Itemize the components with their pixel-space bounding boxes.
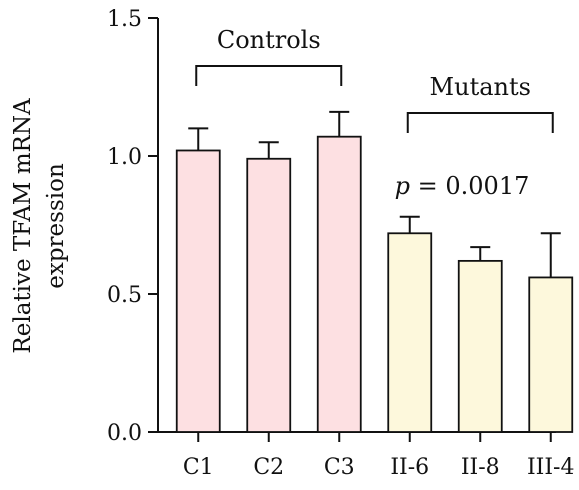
- y-tick-label-0: 0.0: [107, 421, 142, 446]
- x-tick-label-III-4: III-4: [527, 455, 575, 480]
- bar-C3: [316, 135, 362, 433]
- y-axis-label-line-2: expression: [43, 163, 69, 289]
- y-tick-label-2: 1.0: [107, 145, 142, 170]
- bracket-controls: [195, 65, 343, 86]
- p-value-text: = 0.0017: [410, 172, 529, 200]
- bar-II-8: [457, 259, 503, 433]
- bars: [175, 110, 574, 433]
- x-tick-label-C2: C2: [253, 455, 284, 480]
- group-label-mutants: Mutants: [430, 73, 531, 101]
- p-value-annotation: p = 0.0017: [395, 172, 530, 200]
- bar-III-4: [528, 276, 574, 433]
- x-tick-label-C1: C1: [183, 455, 214, 480]
- group-label-controls: Controls: [217, 26, 321, 54]
- y-axis-label-line-1: Relative TFAM mRNA: [10, 98, 36, 354]
- p-value-symbol: p: [395, 172, 410, 200]
- x-tick-label-C3: C3: [324, 455, 355, 480]
- x-tick-label-II-8: II-8: [461, 455, 500, 480]
- y-axis-label: Relative TFAM mRNA expression: [10, 98, 69, 354]
- bar-II-6: [387, 232, 433, 433]
- bracket-mutants: [406, 112, 554, 133]
- bar-C1: [175, 149, 221, 433]
- y-tick-label-3: 1.5: [107, 7, 142, 32]
- y-tick-label-1: 0.5: [107, 283, 142, 308]
- axes: 0.0 0.5 1.0 1.5 C1 C2 C3 II-6 II-8 III-4: [107, 7, 575, 480]
- bar-C2: [246, 157, 292, 433]
- x-tick-label-II-6: II-6: [390, 455, 429, 480]
- group-brackets: Controls Mutants: [195, 26, 554, 133]
